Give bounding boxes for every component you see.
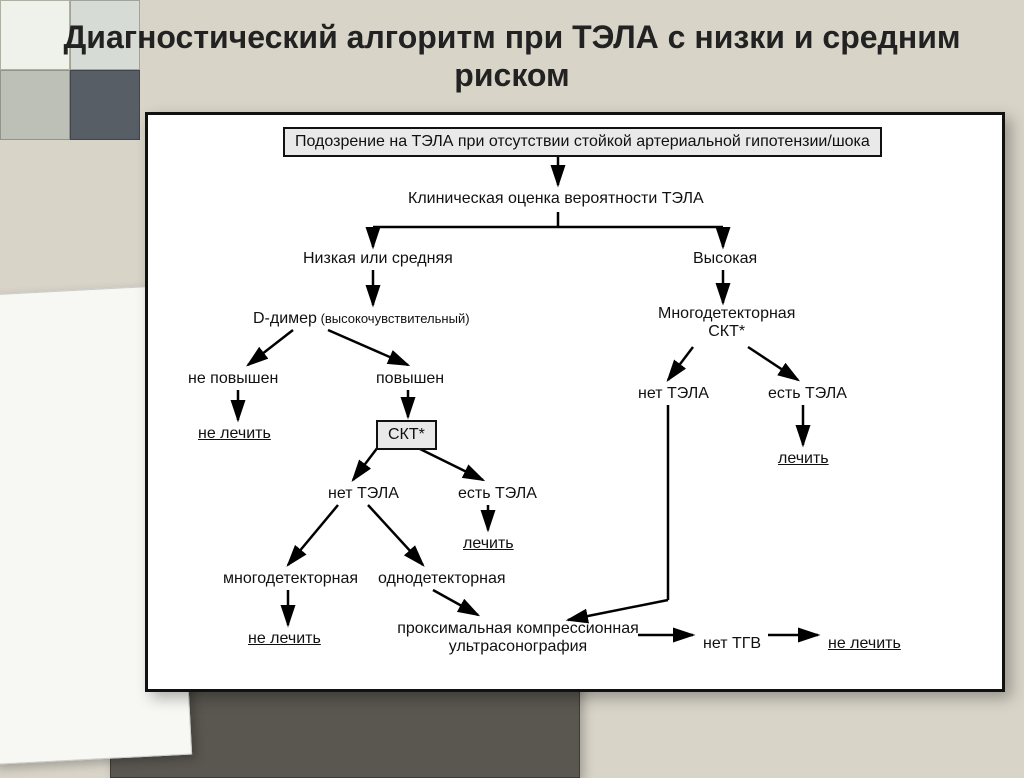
- flowchart-frame: Подозрение на ТЭЛА при отсутствии стойко…: [145, 112, 1005, 692]
- flowchart-node-elevated: повышен: [376, 370, 444, 388]
- flowchart-node-no_tela1: нет ТЭЛА: [328, 485, 399, 503]
- flowchart-node-ddimer: D-димер (высокочувствительный): [253, 310, 470, 328]
- flowchart-node-treat1: лечить: [463, 535, 514, 553]
- flowchart-node-yes_tela1: есть ТЭЛА: [458, 485, 537, 503]
- flowchart-node-no_treat2: не лечить: [248, 630, 321, 648]
- flowchart-node-single: однодетекторная: [378, 570, 506, 588]
- flowchart-node-multi: многодетекторная: [223, 570, 358, 588]
- flowchart-node-no_treat3: не лечить: [828, 635, 901, 653]
- flowchart-node-low_med: Низкая или средняя: [303, 250, 453, 268]
- flowchart-node-high: Высокая: [693, 250, 757, 268]
- flowchart-node-skt: СКТ*: [376, 420, 437, 450]
- flowchart-node-no_treat1: не лечить: [198, 425, 271, 443]
- flowchart-node-treat2: лечить: [778, 450, 829, 468]
- slide-title: Диагностический алгоритм при ТЭЛА с низк…: [0, 18, 1024, 95]
- flowchart-node-not_elevated: не повышен: [188, 370, 278, 388]
- flowchart-node-multi_skt: МногодетекторнаяСКТ*: [658, 305, 795, 342]
- flowchart-node-no_tela2: нет ТЭЛА: [638, 385, 709, 403]
- flowchart-node-clinical: Клиническая оценка вероятности ТЭЛА: [408, 190, 704, 208]
- flowchart-node-no_tgv: нет ТГВ: [703, 635, 761, 653]
- flowchart-node-prox_us: проксимальная компрессионнаяультрасоногр…: [388, 620, 648, 657]
- flowchart-node-top_box: Подозрение на ТЭЛА при отсутствии стойко…: [283, 127, 882, 157]
- flowchart-node-yes_tela2: есть ТЭЛА: [768, 385, 847, 403]
